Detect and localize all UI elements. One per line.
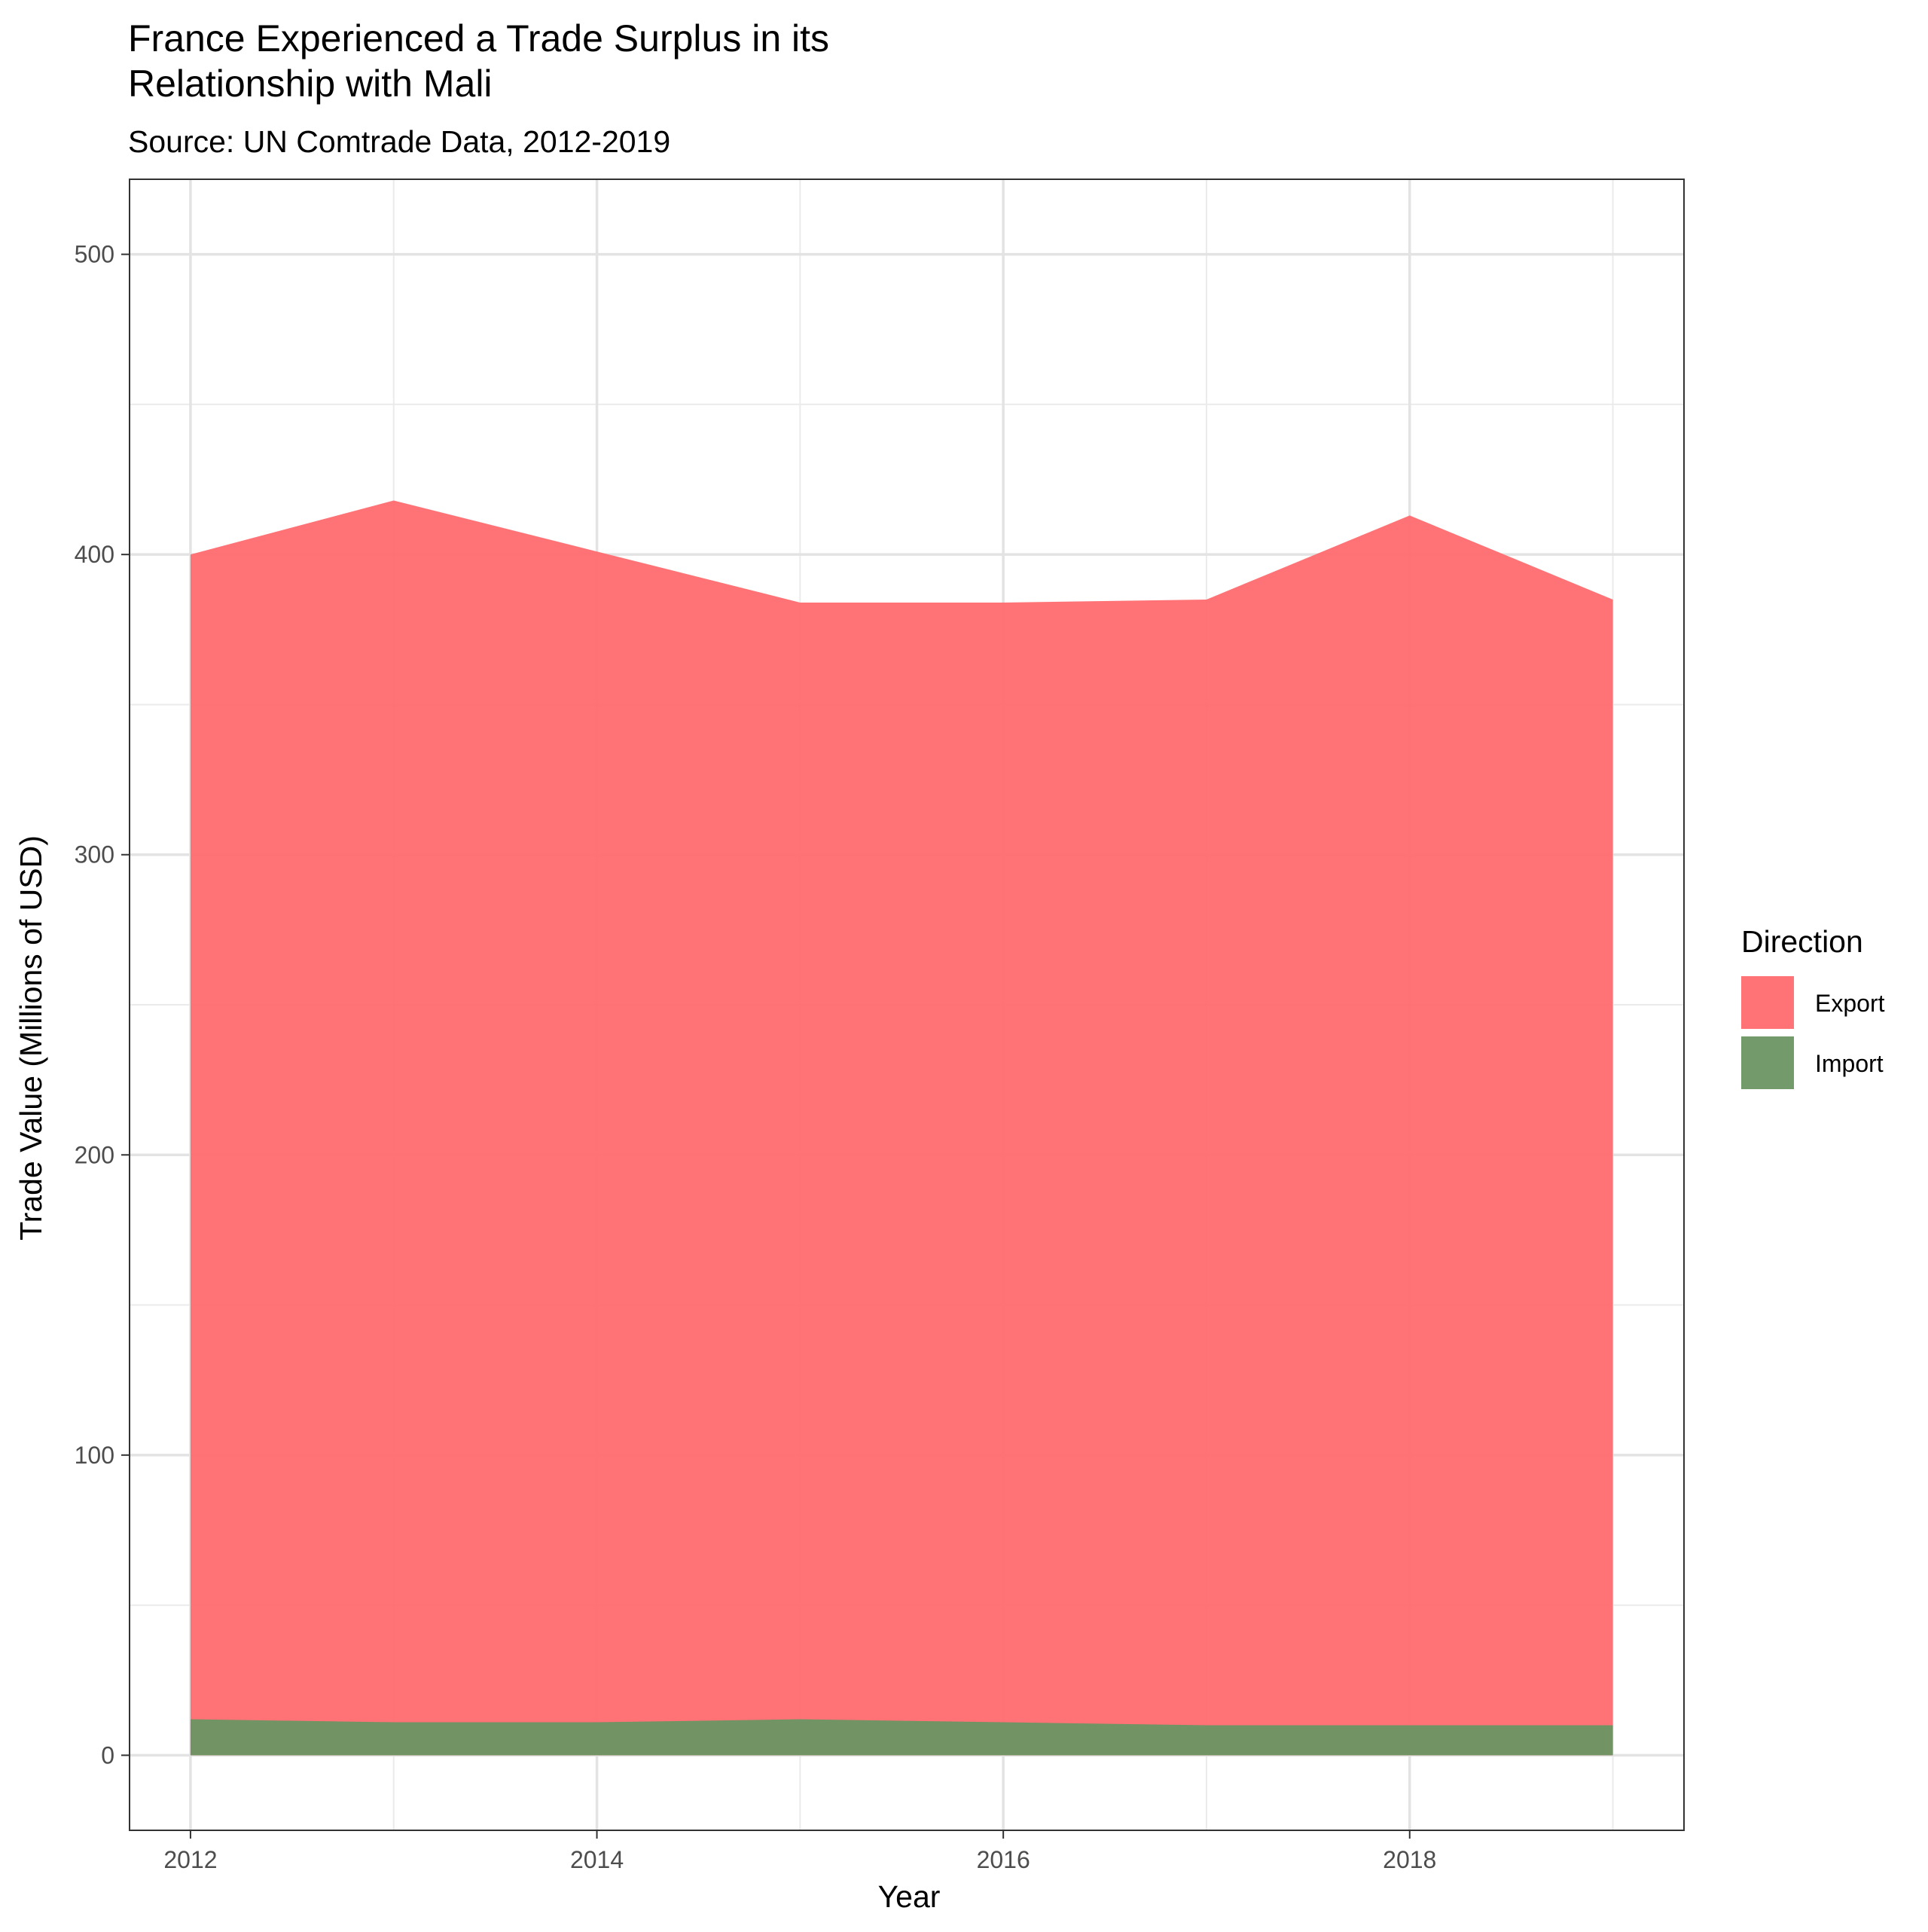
legend-key-import bbox=[1741, 1036, 1794, 1089]
legend-label-export: Export bbox=[1815, 990, 1885, 1017]
area-export bbox=[190, 500, 1613, 1756]
legend-key-export bbox=[1741, 976, 1794, 1029]
legend-items: Export Import bbox=[1741, 976, 1885, 1089]
plot-panel-border bbox=[129, 179, 1685, 1831]
chart-title-line-1: France Experienced a Trade Surplus in it… bbox=[128, 17, 829, 60]
area-import bbox=[190, 1719, 1613, 1756]
y-tick-label: 0 bbox=[101, 1741, 114, 1769]
y-axis: 0 100 200 300 400 500 bbox=[75, 241, 130, 1769]
y-tick-label: 100 bbox=[75, 1442, 114, 1469]
x-axis: 2012 2014 2016 2018 bbox=[163, 1830, 1436, 1873]
x-tick-label: 2016 bbox=[977, 1846, 1030, 1873]
y-tick-label: 500 bbox=[75, 241, 114, 268]
y-tick-label: 300 bbox=[75, 841, 114, 868]
chart-title-line-2: Relationship with Mali bbox=[128, 63, 493, 105]
chart-subtitle: Source: UN Comtrade Data, 2012-2019 bbox=[128, 124, 670, 159]
y-tick-label: 200 bbox=[75, 1141, 114, 1168]
legend-label-import: Import bbox=[1815, 1050, 1884, 1077]
y-axis-title: Trade Value (Millions of USD) bbox=[14, 835, 48, 1241]
y-tick-label: 400 bbox=[75, 541, 114, 568]
x-axis-title: Year bbox=[878, 1879, 941, 1914]
x-tick-label: 2014 bbox=[570, 1846, 624, 1873]
legend-title: Direction bbox=[1741, 924, 1863, 959]
x-tick-label: 2012 bbox=[163, 1846, 217, 1873]
legend: Direction Export Import bbox=[1741, 924, 1885, 1089]
x-tick-label: 2018 bbox=[1383, 1846, 1436, 1873]
area-series bbox=[190, 500, 1613, 1756]
